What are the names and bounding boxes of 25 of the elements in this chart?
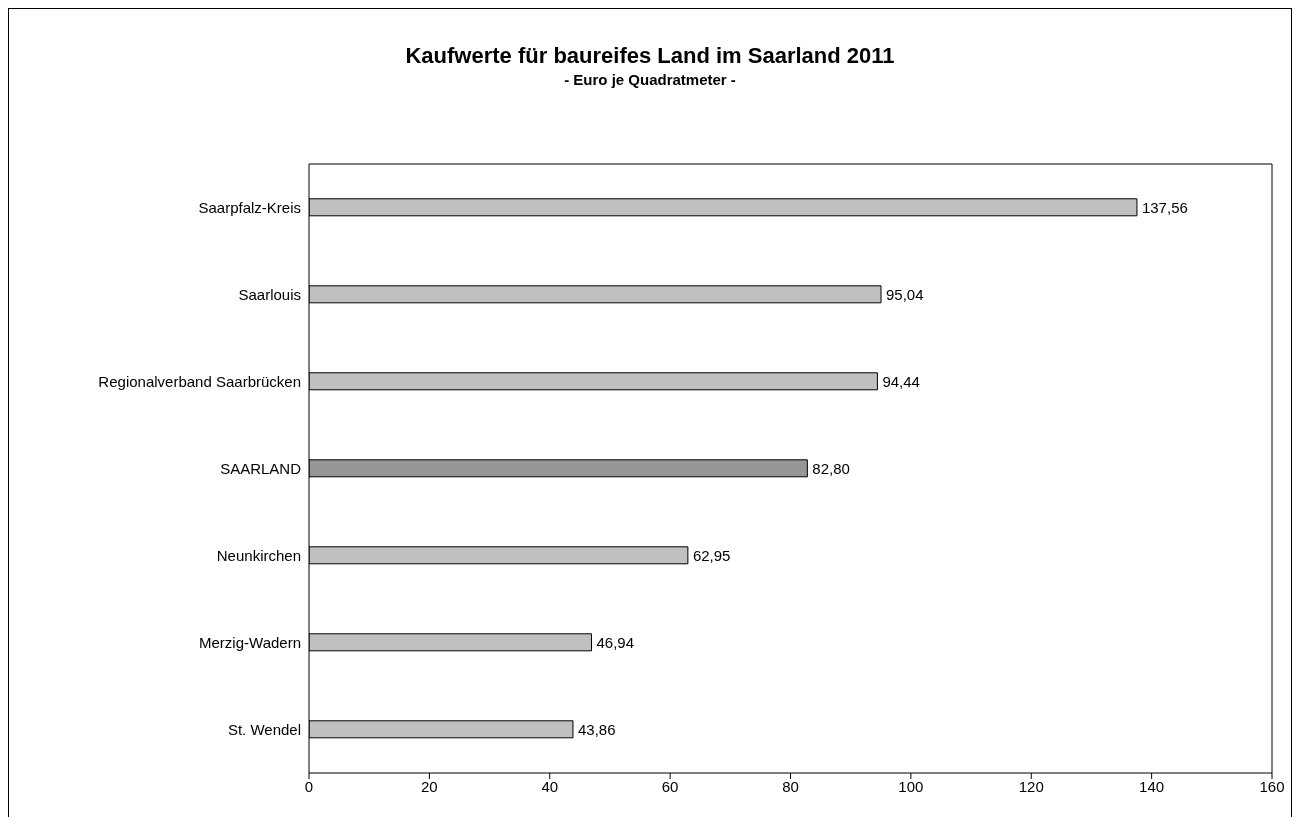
- data-label: 82,80: [812, 459, 850, 477]
- y-tick-label: St. Wendel: [227, 720, 301, 738]
- data-label: 137,56: [1141, 198, 1188, 216]
- chart-subtitle: - Euro je Quadratmeter -: [563, 71, 737, 88]
- data-label: 43,86: [577, 720, 616, 738]
- y-tick-label: SAARLAND: [220, 459, 302, 477]
- data-label: 46,94: [596, 633, 635, 651]
- x-tick-label: 20: [421, 777, 438, 795]
- data-label: 94,44: [882, 372, 920, 390]
- data-label: 62,95: [692, 546, 731, 564]
- x-tick-label: 0: [304, 777, 314, 795]
- x-tick-label: 60: [661, 777, 679, 795]
- y-tick-label: Saarlouis: [238, 285, 301, 303]
- x-tick-label: 140: [1139, 777, 1165, 795]
- x-tick-label: 100: [898, 777, 924, 795]
- y-tick-label: Merzig-Wadern: [199, 633, 301, 651]
- data-label: 95,04: [886, 285, 924, 303]
- x-tick-label: 80: [782, 777, 799, 795]
- x-tick-label: 40: [541, 777, 559, 795]
- x-tick-label: 120: [1018, 777, 1044, 795]
- chart-title: Kaufwerte für baureifes Land im Saarland 2011: [404, 43, 896, 69]
- y-tick-label: Neunkirchen: [216, 546, 301, 564]
- y-tick-label: Saarpfalz-Kreis: [198, 198, 301, 216]
- y-tick-label: Regionalverband Saarbrücken: [98, 372, 301, 390]
- x-tick-label: 160: [1259, 777, 1285, 795]
